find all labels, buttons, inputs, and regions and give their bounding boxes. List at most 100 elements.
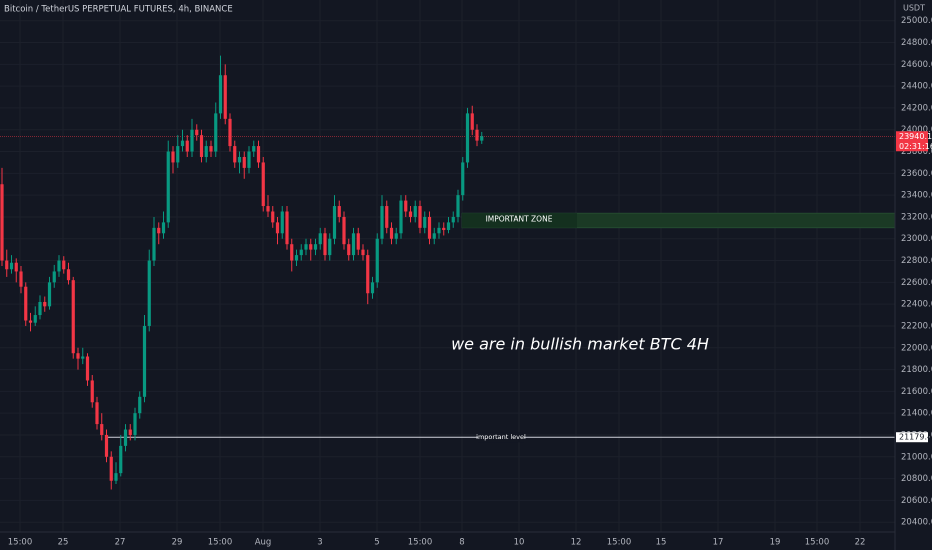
y-tick-label: 22000.0 [901, 343, 932, 353]
candle-body [76, 353, 80, 359]
candle-body [109, 456, 113, 481]
candle-body [214, 113, 218, 152]
candle-body [404, 200, 408, 212]
overlays [0, 135, 896, 443]
candle-body [185, 140, 189, 152]
candle-body [166, 151, 170, 223]
candle-body [451, 216, 455, 223]
candle-body [9, 262, 14, 270]
candle-body [337, 206, 341, 217]
annotation: we are in bullish market BTC 4H [451, 335, 709, 354]
candle-body [275, 222, 280, 234]
x-tick-label: 3 [317, 538, 322, 548]
candle-body [432, 233, 436, 239]
candle-body [100, 424, 104, 435]
candle-body [71, 280, 75, 354]
candle-body [161, 222, 166, 234]
candle-body [147, 260, 151, 326]
y-tick-label: 24000.0 [901, 125, 932, 135]
countdown: 02:31:16 [899, 142, 932, 151]
zone-label-box [462, 213, 577, 228]
candle-body [19, 271, 23, 287]
last-price: 23940.1 [899, 132, 932, 141]
candle-body [389, 227, 394, 239]
candle-body [318, 233, 322, 245]
y-tick-label: 20600.0 [901, 496, 932, 506]
y-tick-label: 24400.0 [901, 82, 932, 92]
axis-unit: USDT [903, 4, 925, 13]
candle-body [285, 211, 289, 245]
candle-body [33, 315, 37, 323]
candle-body [375, 238, 379, 283]
candle-body [90, 380, 94, 403]
y-tick-label: 23600.0 [901, 169, 932, 179]
chart-title: Bitcoin / TetherUS PERPETUAL FUTURES, 4h… [4, 5, 233, 15]
x-tick-label: 15 [656, 538, 667, 548]
candle-body [119, 445, 123, 474]
candle-body [209, 146, 213, 152]
candle-body [28, 320, 33, 323]
candle-body [470, 113, 474, 130]
x-tick-label: 22 [855, 538, 866, 548]
y-tick-label: 24800.0 [901, 38, 932, 48]
candle-body [52, 271, 56, 283]
candle-body [290, 244, 294, 261]
candle-body [104, 434, 109, 457]
candle-body [47, 282, 52, 307]
candle-body [57, 260, 61, 272]
candle-body [66, 269, 71, 281]
candle-body [423, 216, 427, 228]
candle-body [123, 429, 128, 446]
candle-body [261, 162, 265, 207]
candle-body [157, 227, 161, 234]
candle-body [242, 156, 246, 168]
candle-body [43, 301, 47, 307]
candle-body [309, 244, 313, 250]
level-price-box [896, 432, 928, 443]
y-tick-label: 25000.0 [901, 16, 932, 26]
candle-body [38, 301, 42, 316]
x-tick-label: 15:00 [408, 538, 433, 548]
candle-body [347, 244, 351, 256]
y-tick-label: 23200.0 [901, 212, 932, 222]
candle-body [351, 233, 356, 256]
candle-body [128, 429, 132, 435]
x-tick-label: 27 [115, 538, 126, 548]
y-tick-label: 24600.0 [901, 60, 932, 70]
y-tick-label: 23400.0 [901, 191, 932, 201]
candle-body [356, 233, 360, 250]
candle-body [399, 200, 403, 234]
x-tick-label: 15:00 [208, 538, 233, 548]
candle-body [85, 356, 90, 381]
x-tick-label: 19 [770, 538, 781, 548]
candle-body [266, 206, 270, 212]
level-label-bg [478, 432, 524, 443]
candle-body [366, 255, 370, 294]
candle-body [223, 75, 227, 119]
candle-body [280, 211, 284, 234]
candle-body [138, 396, 142, 414]
y-tick-label: 24200.0 [901, 103, 932, 113]
candle-body [361, 249, 365, 256]
y-tick-label: 20800.0 [901, 474, 932, 484]
candle-body [247, 151, 251, 168]
x-tick-label: 29 [172, 538, 183, 548]
y-tick-label: 22800.0 [901, 256, 932, 266]
candle-body [437, 227, 441, 234]
candle-body [332, 206, 337, 239]
candle-body [237, 156, 242, 163]
candle-body [228, 118, 232, 147]
candle-body [480, 136, 484, 141]
candle-body [114, 473, 118, 481]
y-tick-label: 22600.0 [901, 278, 932, 288]
candle-body [294, 255, 299, 261]
candle-body [442, 227, 446, 231]
candle-body [413, 206, 417, 217]
x-tick-label: 12 [571, 538, 582, 548]
candle-body [408, 211, 413, 217]
candle-body [195, 129, 199, 136]
y-tick-label: 22400.0 [901, 300, 932, 310]
candle-body [190, 129, 194, 152]
